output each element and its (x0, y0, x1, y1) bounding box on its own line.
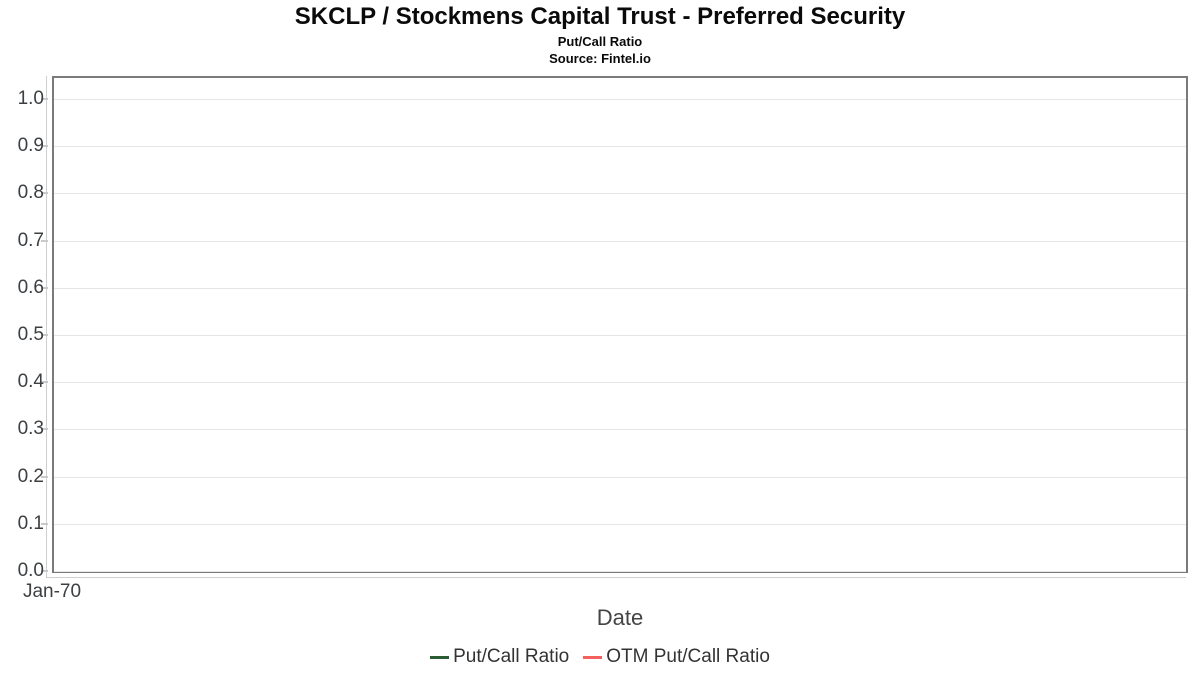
legend-line-swatch (583, 655, 603, 659)
gridline (54, 476, 1186, 478)
chart-subtitle: Put/Call Ratio (557, 34, 643, 49)
y-axis-line (46, 76, 47, 577)
gridline (54, 287, 1186, 289)
y-tick-mark (41, 286, 48, 289)
y-tick-label: 0.0 (17, 560, 44, 581)
y-tick-label: 0.2 (17, 465, 44, 487)
y-tick-mark (41, 239, 48, 242)
gridline (54, 571, 1186, 572)
gridline (54, 335, 1186, 336)
y-tick-mark (41, 145, 48, 148)
y-tick-label: 0.8 (17, 182, 44, 204)
y-tick-label: 0.7 (17, 229, 44, 251)
y-tick-mark (41, 522, 48, 525)
gridline (54, 382, 1186, 384)
gridline (54, 429, 1186, 431)
y-tick-mark (41, 334, 48, 336)
gridline (54, 146, 1186, 148)
y-tick-label: 0.3 (17, 418, 44, 440)
y-tick-label: 0.9 (17, 135, 44, 157)
gridline (54, 193, 1186, 195)
legend-label: Put/Call Ratio (453, 646, 570, 667)
y-tick-label: 0.4 (17, 371, 44, 393)
chart-title: SKCLP / Stockmens Capital Trust - Prefer… (294, 3, 906, 30)
gridline (54, 99, 1186, 100)
chart-source: Source: Fintel.io (549, 51, 651, 66)
y-tick-mark (41, 381, 48, 384)
y-tick-label: 0.5 (17, 324, 44, 345)
legend-item[interactable]: Put/Call Ratio (430, 646, 569, 668)
gridline (54, 240, 1186, 242)
x-tick-label: Jan-70 (22, 581, 82, 602)
y-tick-label: 1.0 (17, 88, 44, 109)
y-tick-mark (41, 475, 48, 478)
gridline (54, 523, 1186, 525)
y-tick-label: 0.1 (17, 512, 44, 534)
y-tick-mark (41, 98, 48, 100)
y-tick-mark (41, 192, 48, 195)
legend: Put/Call Ratio OTM Put/Call Ratio (0, 645, 1200, 669)
y-tick-mark (41, 570, 48, 572)
x-axis-title: Date (596, 605, 644, 630)
y-tick-mark (41, 428, 48, 431)
plot-area (52, 76, 1188, 573)
legend-line-swatch (430, 655, 450, 659)
legend-label: OTM Put/Call Ratio (606, 646, 770, 667)
x-axis-line (46, 577, 1186, 578)
y-tick-label: 0.6 (17, 276, 44, 298)
legend-item[interactable]: OTM Put/Call Ratio (583, 646, 770, 668)
